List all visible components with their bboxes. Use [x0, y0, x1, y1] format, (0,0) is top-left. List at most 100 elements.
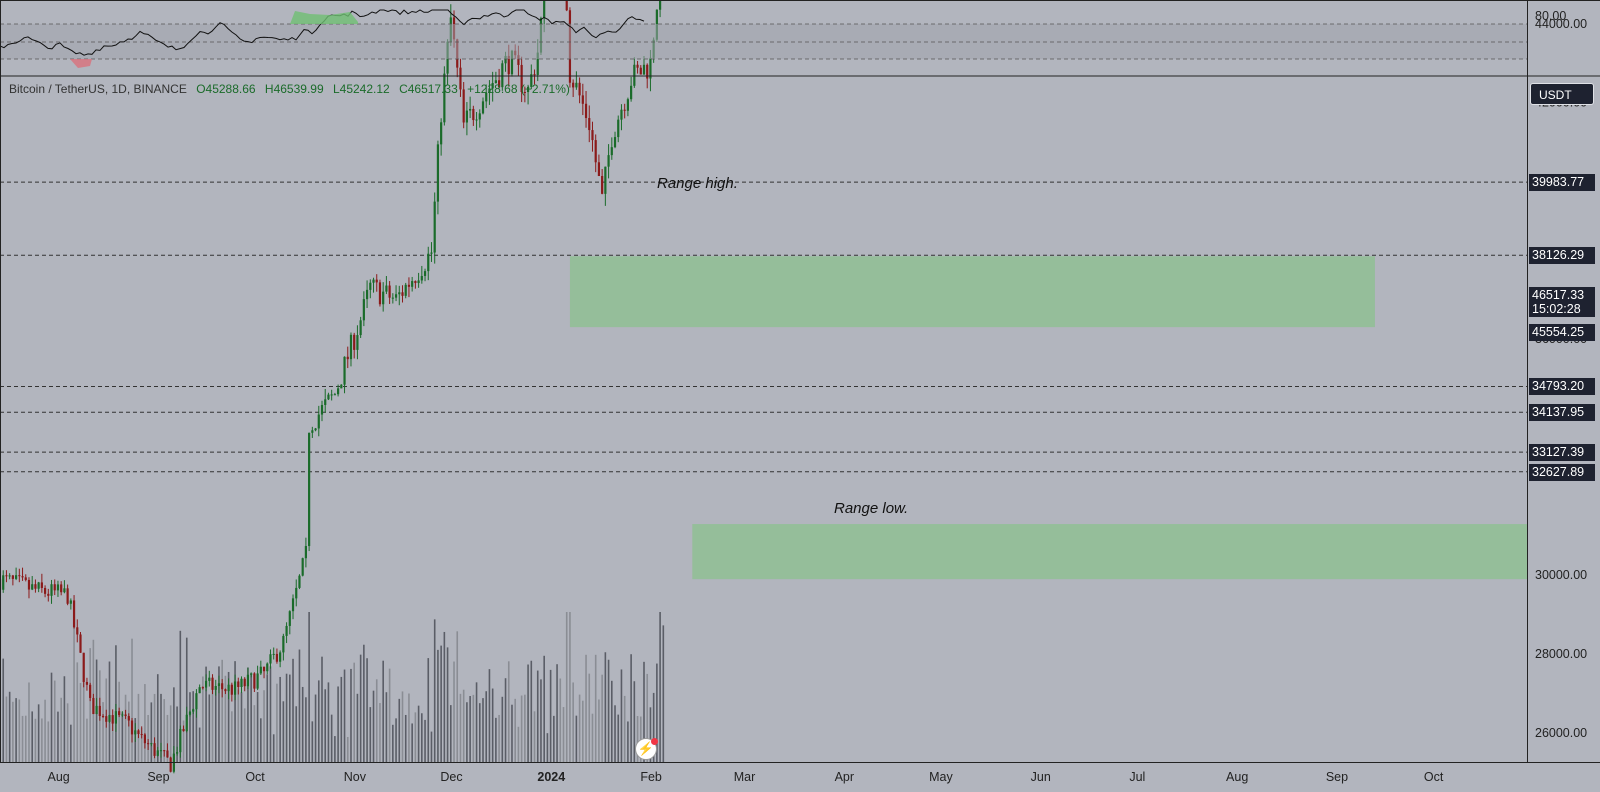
candle [291, 594, 295, 620]
candle-body [440, 122, 443, 145]
volume-bar [495, 717, 497, 762]
price-tag-8: 33127.39 [1529, 444, 1595, 462]
candle [166, 743, 169, 758]
volume-bar [308, 612, 310, 762]
candle [533, 69, 536, 85]
candle [8, 573, 11, 580]
candle-body [543, 0, 546, 19]
currency-button[interactable]: USDT [1530, 83, 1594, 105]
candle [572, 79, 575, 98]
candle [159, 742, 163, 758]
volume-bar [118, 681, 120, 762]
candle-body [201, 687, 204, 689]
candle-body [66, 588, 69, 604]
volume-bar [527, 664, 529, 762]
candle-body [47, 593, 50, 596]
volume-bar [652, 692, 655, 762]
candle [275, 648, 279, 664]
volume-bar [392, 724, 394, 762]
candle [37, 581, 40, 593]
candle-body [37, 582, 40, 589]
volume-bar [266, 674, 269, 762]
candle [591, 121, 594, 152]
candle-body [414, 281, 417, 284]
candle-body [259, 666, 262, 674]
candle [346, 346, 349, 369]
candle-body [465, 110, 468, 123]
volume-bar [311, 721, 314, 762]
candle-body [485, 92, 488, 102]
candle-body [359, 320, 362, 336]
x-tick-label: Dec [440, 770, 462, 784]
volume-bar [482, 698, 484, 762]
volume-bar [401, 691, 404, 762]
candle [337, 384, 340, 397]
candle-body [530, 74, 533, 87]
candle [617, 115, 620, 143]
candle [21, 567, 24, 581]
candle [53, 579, 56, 596]
candle-body [494, 80, 497, 83]
candle [633, 57, 636, 88]
volume-bar [375, 679, 378, 762]
volume-bar [131, 638, 133, 762]
candle-body [575, 82, 578, 88]
candle [481, 97, 485, 115]
volume-bar [63, 676, 66, 762]
candle-body [121, 714, 124, 716]
volume-bar [498, 714, 500, 762]
candle-body [288, 611, 291, 626]
candle [124, 709, 127, 719]
candle [288, 610, 291, 635]
volume-bar [462, 689, 465, 762]
volume-bar [153, 693, 156, 762]
x-tick-label: Mar [734, 770, 756, 784]
candle-body [385, 285, 388, 292]
candle-body [76, 627, 79, 635]
volume-bar [8, 691, 11, 762]
candle [221, 679, 224, 698]
candle-body [285, 625, 288, 636]
candle-body [246, 674, 250, 687]
candle-body [501, 63, 504, 88]
candle-body [89, 684, 92, 698]
candle-body [330, 394, 333, 396]
candle-body [507, 55, 510, 75]
candle-body [237, 681, 240, 688]
volume-bar [459, 693, 462, 762]
candle [353, 332, 356, 359]
candle [620, 104, 623, 131]
candle [488, 80, 491, 105]
candle [137, 729, 140, 739]
volume-bar [559, 678, 562, 762]
volume-bar [231, 711, 233, 762]
volume-bar [282, 701, 285, 762]
candle-body [15, 575, 18, 579]
candle-body [85, 681, 89, 685]
candle [156, 746, 159, 757]
volume-bar [472, 694, 475, 762]
volume-bar [633, 681, 636, 762]
volume-bar [433, 619, 436, 762]
candle [50, 579, 53, 604]
candle-body [150, 743, 153, 745]
candle [95, 698, 98, 715]
x-tick-label: Apr [835, 770, 854, 784]
volume-bar [350, 668, 352, 762]
candle-body [533, 74, 536, 76]
volume-bar [89, 648, 91, 762]
volume-bar [520, 695, 523, 762]
volume-bar [549, 669, 552, 762]
candle [594, 134, 597, 173]
x-tick-label: Jul [1129, 770, 1145, 784]
candle [201, 686, 204, 690]
volume-bar [324, 689, 327, 762]
candle [404, 282, 407, 299]
candle [40, 573, 43, 593]
symbol-name[interactable]: Bitcoin / TetherUS, 1D, BINANCE [9, 82, 187, 96]
x-tick-label: Sep [1326, 770, 1348, 784]
candle-body [275, 653, 279, 662]
x-tick-label: Oct [1424, 770, 1444, 784]
candle [417, 272, 420, 288]
